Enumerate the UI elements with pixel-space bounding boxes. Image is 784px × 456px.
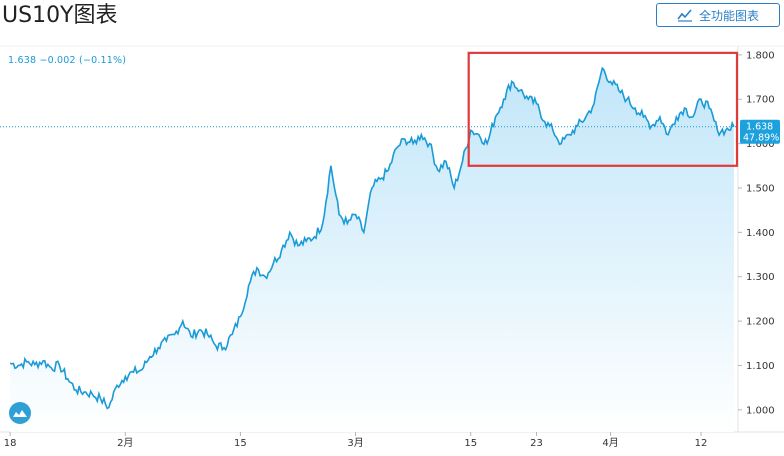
x-tick-label: 15 xyxy=(464,438,477,449)
y-tick-label: 1.100 xyxy=(746,361,775,372)
tradingview-logo-icon[interactable] xyxy=(9,402,31,424)
chart-line-icon xyxy=(677,8,693,22)
y-tick-label: 1.200 xyxy=(746,317,775,328)
y-tick-label: 1.400 xyxy=(746,228,775,239)
x-tick-label: 23 xyxy=(530,438,543,449)
x-tick-label: 3月 xyxy=(347,437,363,449)
x-tick-label: 12 xyxy=(695,438,708,449)
highlight-box xyxy=(467,51,739,167)
price-line xyxy=(9,66,735,410)
last-price-tag: 1.638 47.89% xyxy=(740,119,780,144)
x-tick-label: 2月 xyxy=(117,437,133,449)
y-tick-label: 1.700 xyxy=(746,95,775,106)
y-tick-label: 1.800 xyxy=(746,50,775,61)
y-tick-label: 1.500 xyxy=(746,183,775,194)
price-tag-pct: 47.89% xyxy=(743,133,779,144)
price-tag-value: 1.638 xyxy=(746,122,773,133)
full-chart-label: 全功能图表 xyxy=(698,8,759,23)
readout-value: 1.638 xyxy=(8,55,37,66)
page-title: US10Y图表 xyxy=(2,3,118,28)
readout-change: −0.002 xyxy=(39,55,76,66)
x-tick-label: 4月 xyxy=(602,437,618,449)
y-tick-label: 1.600 xyxy=(746,139,775,150)
readout-change-pct: (−0.11%) xyxy=(79,55,127,66)
full-chart-button[interactable]: 全功能图表 xyxy=(656,3,780,27)
x-tick-label: 18 xyxy=(4,438,17,449)
y-tick-label: 1.000 xyxy=(746,405,775,416)
y-tick-label: 1.300 xyxy=(746,272,775,283)
price-chart[interactable]: 1.800 1.700 1.600 1.500 1.400 1.300 1.200 1.100… xyxy=(0,45,784,456)
price-readout: 1.638 −0.002 (−0.11%) xyxy=(8,55,126,66)
price-area xyxy=(10,68,734,432)
x-tick-label: 15 xyxy=(234,438,247,449)
